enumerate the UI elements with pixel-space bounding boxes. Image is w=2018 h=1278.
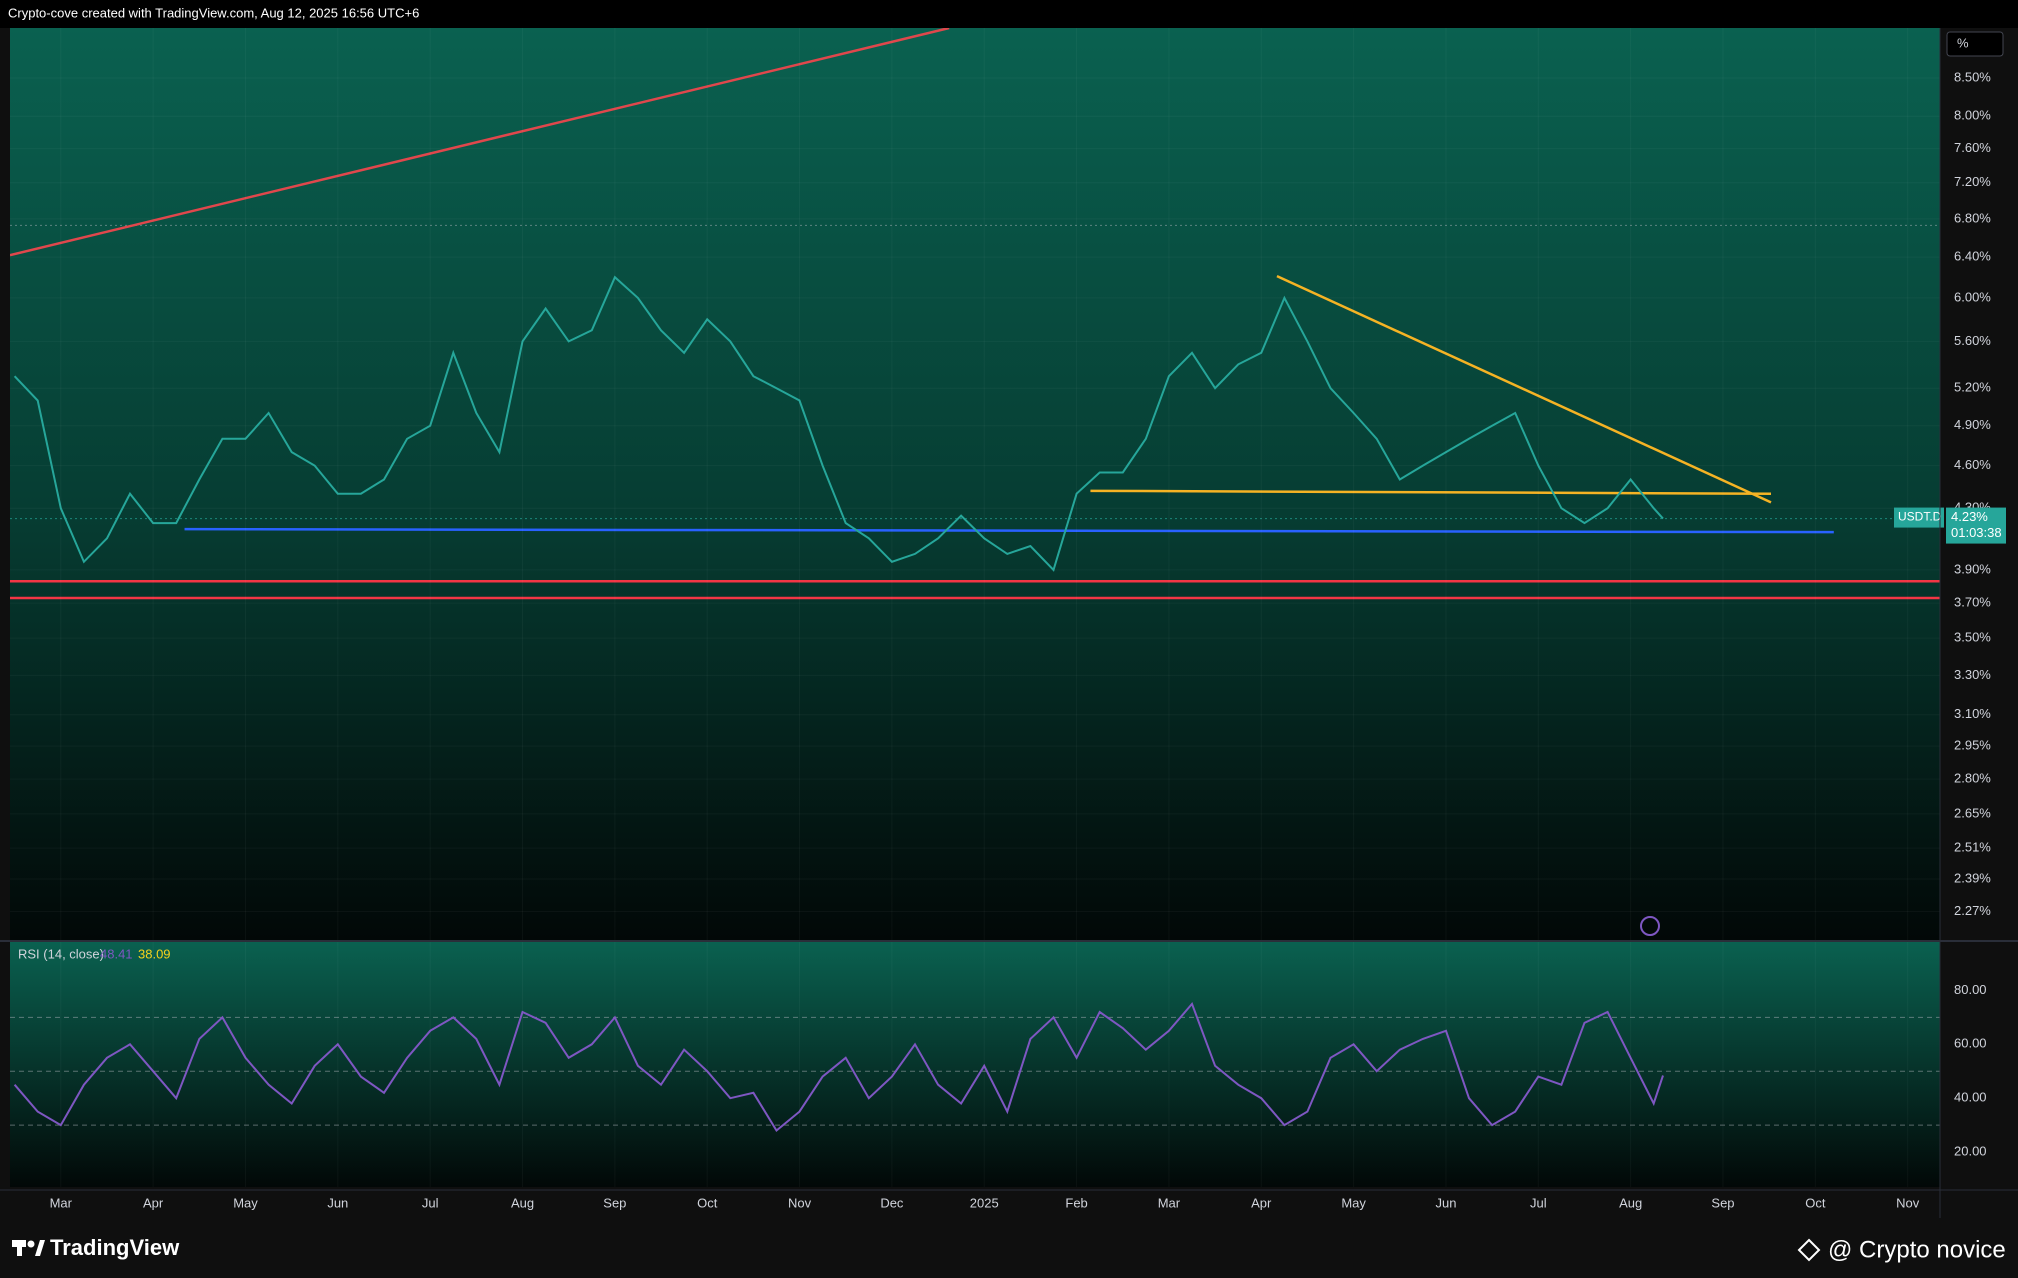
y-tick-label: 4.60% [1954, 457, 1991, 472]
y-tick-label: 3.30% [1954, 667, 1991, 682]
y-tick-label: 4.90% [1954, 417, 1991, 432]
y-tick-label: 2.95% [1954, 738, 1991, 753]
y-tick-label: 7.20% [1954, 174, 1991, 189]
x-tick-label: Feb [1065, 1195, 1087, 1210]
tv-logo [12, 1240, 45, 1256]
trend-line [10, 28, 950, 257]
y-tick-label: 2.80% [1954, 771, 1991, 786]
y-tick-label: 6.40% [1954, 249, 1991, 264]
trend-line [184, 527, 1834, 534]
x-tick-label: Mar [50, 1195, 73, 1210]
x-tick-label: Oct [1805, 1195, 1826, 1210]
x-tick-label: Sep [1711, 1195, 1734, 1210]
y-tick-label: 40.00 [1954, 1090, 1987, 1105]
x-tick-label: Aug [1619, 1195, 1642, 1210]
y-tick-label: 2.65% [1954, 805, 1991, 820]
alert-icon[interactable] [1640, 916, 1660, 936]
x-tick-label: Apr [1251, 1195, 1272, 1210]
header-bar [0, 0, 2018, 28]
y-tick-label: 3.90% [1954, 561, 1991, 576]
scale-button-label[interactable]: % [1957, 35, 1969, 50]
x-tick-label: Nov [1896, 1195, 1920, 1210]
trend-line [1090, 489, 1772, 495]
x-tick-label: Mar [1158, 1195, 1181, 1210]
rsi-value: 48.41 [100, 946, 133, 961]
series-line [13, 1001, 1664, 1133]
x-tick-label: Apr [143, 1195, 164, 1210]
y-tick-label: 80.00 [1954, 982, 1987, 997]
x-tick-label: May [1341, 1195, 1366, 1210]
rsi-pane [10, 942, 1940, 1187]
series-line [13, 275, 1664, 572]
rsi-plot [10, 1001, 1940, 1133]
y-tick-label: 5.60% [1954, 333, 1991, 348]
last-price-badge [1946, 507, 2006, 544]
x-tick-label: Aug [511, 1195, 534, 1210]
y-tick-label: 7.60% [1954, 140, 1991, 155]
y-tick-label: 2.39% [1954, 870, 1991, 885]
x-tick-label: May [233, 1195, 258, 1210]
y-tick-label: 2.27% [1954, 903, 1991, 918]
y-tick-label: 5.20% [1954, 380, 1991, 395]
x-tick-label: Dec [880, 1195, 904, 1210]
x-tick-label: Jul [1530, 1195, 1547, 1210]
x-tick-label: Jul [422, 1195, 439, 1210]
y-tick-label: 8.50% [1954, 69, 1991, 84]
x-tick-label: Sep [603, 1195, 626, 1210]
footer-author: @ Crypto novice [1828, 1236, 2006, 1263]
x-tick-label: Nov [788, 1195, 812, 1210]
countdown: 01:03:38 [1951, 525, 2002, 540]
y-tick-label: 2.51% [1954, 840, 1991, 855]
y-tick-label: 8.00% [1954, 108, 1991, 123]
header-text: Crypto-cove created with TradingView.com… [8, 5, 419, 20]
last-price-label: 4.23% [1951, 509, 1988, 524]
symbol-badge [1894, 507, 1944, 528]
footer-bar [0, 1218, 2018, 1278]
y-tick-label: 3.10% [1954, 706, 1991, 721]
y-tick-label: 60.00 [1954, 1036, 1987, 1051]
y-tick-label: 6.00% [1954, 289, 1991, 304]
y-tick-label: 20.00 [1954, 1143, 1987, 1158]
price-pane [10, 28, 1940, 940]
y-tick-label: 6.80% [1954, 210, 1991, 225]
y-tick-label: 3.50% [1954, 630, 1991, 645]
scale-button[interactable] [1946, 31, 2004, 57]
x-tick-label: Jun [1435, 1195, 1456, 1210]
symbol-label: USDT.D [1898, 510, 1942, 524]
indicator-title: RSI (14, close) [18, 946, 104, 961]
x-tick-label: 2025 [970, 1195, 999, 1210]
rsi-ma-value: 38.09 [138, 946, 171, 961]
y-tick-label: 3.70% [1954, 595, 1991, 610]
footer-brand: TradingView [50, 1235, 180, 1260]
x-tick-label: Oct [697, 1195, 718, 1210]
x-tick-label: Jun [327, 1195, 348, 1210]
price-plot [10, 28, 1940, 913]
trend-line [1276, 275, 1772, 504]
author-icon [1797, 1238, 1821, 1262]
